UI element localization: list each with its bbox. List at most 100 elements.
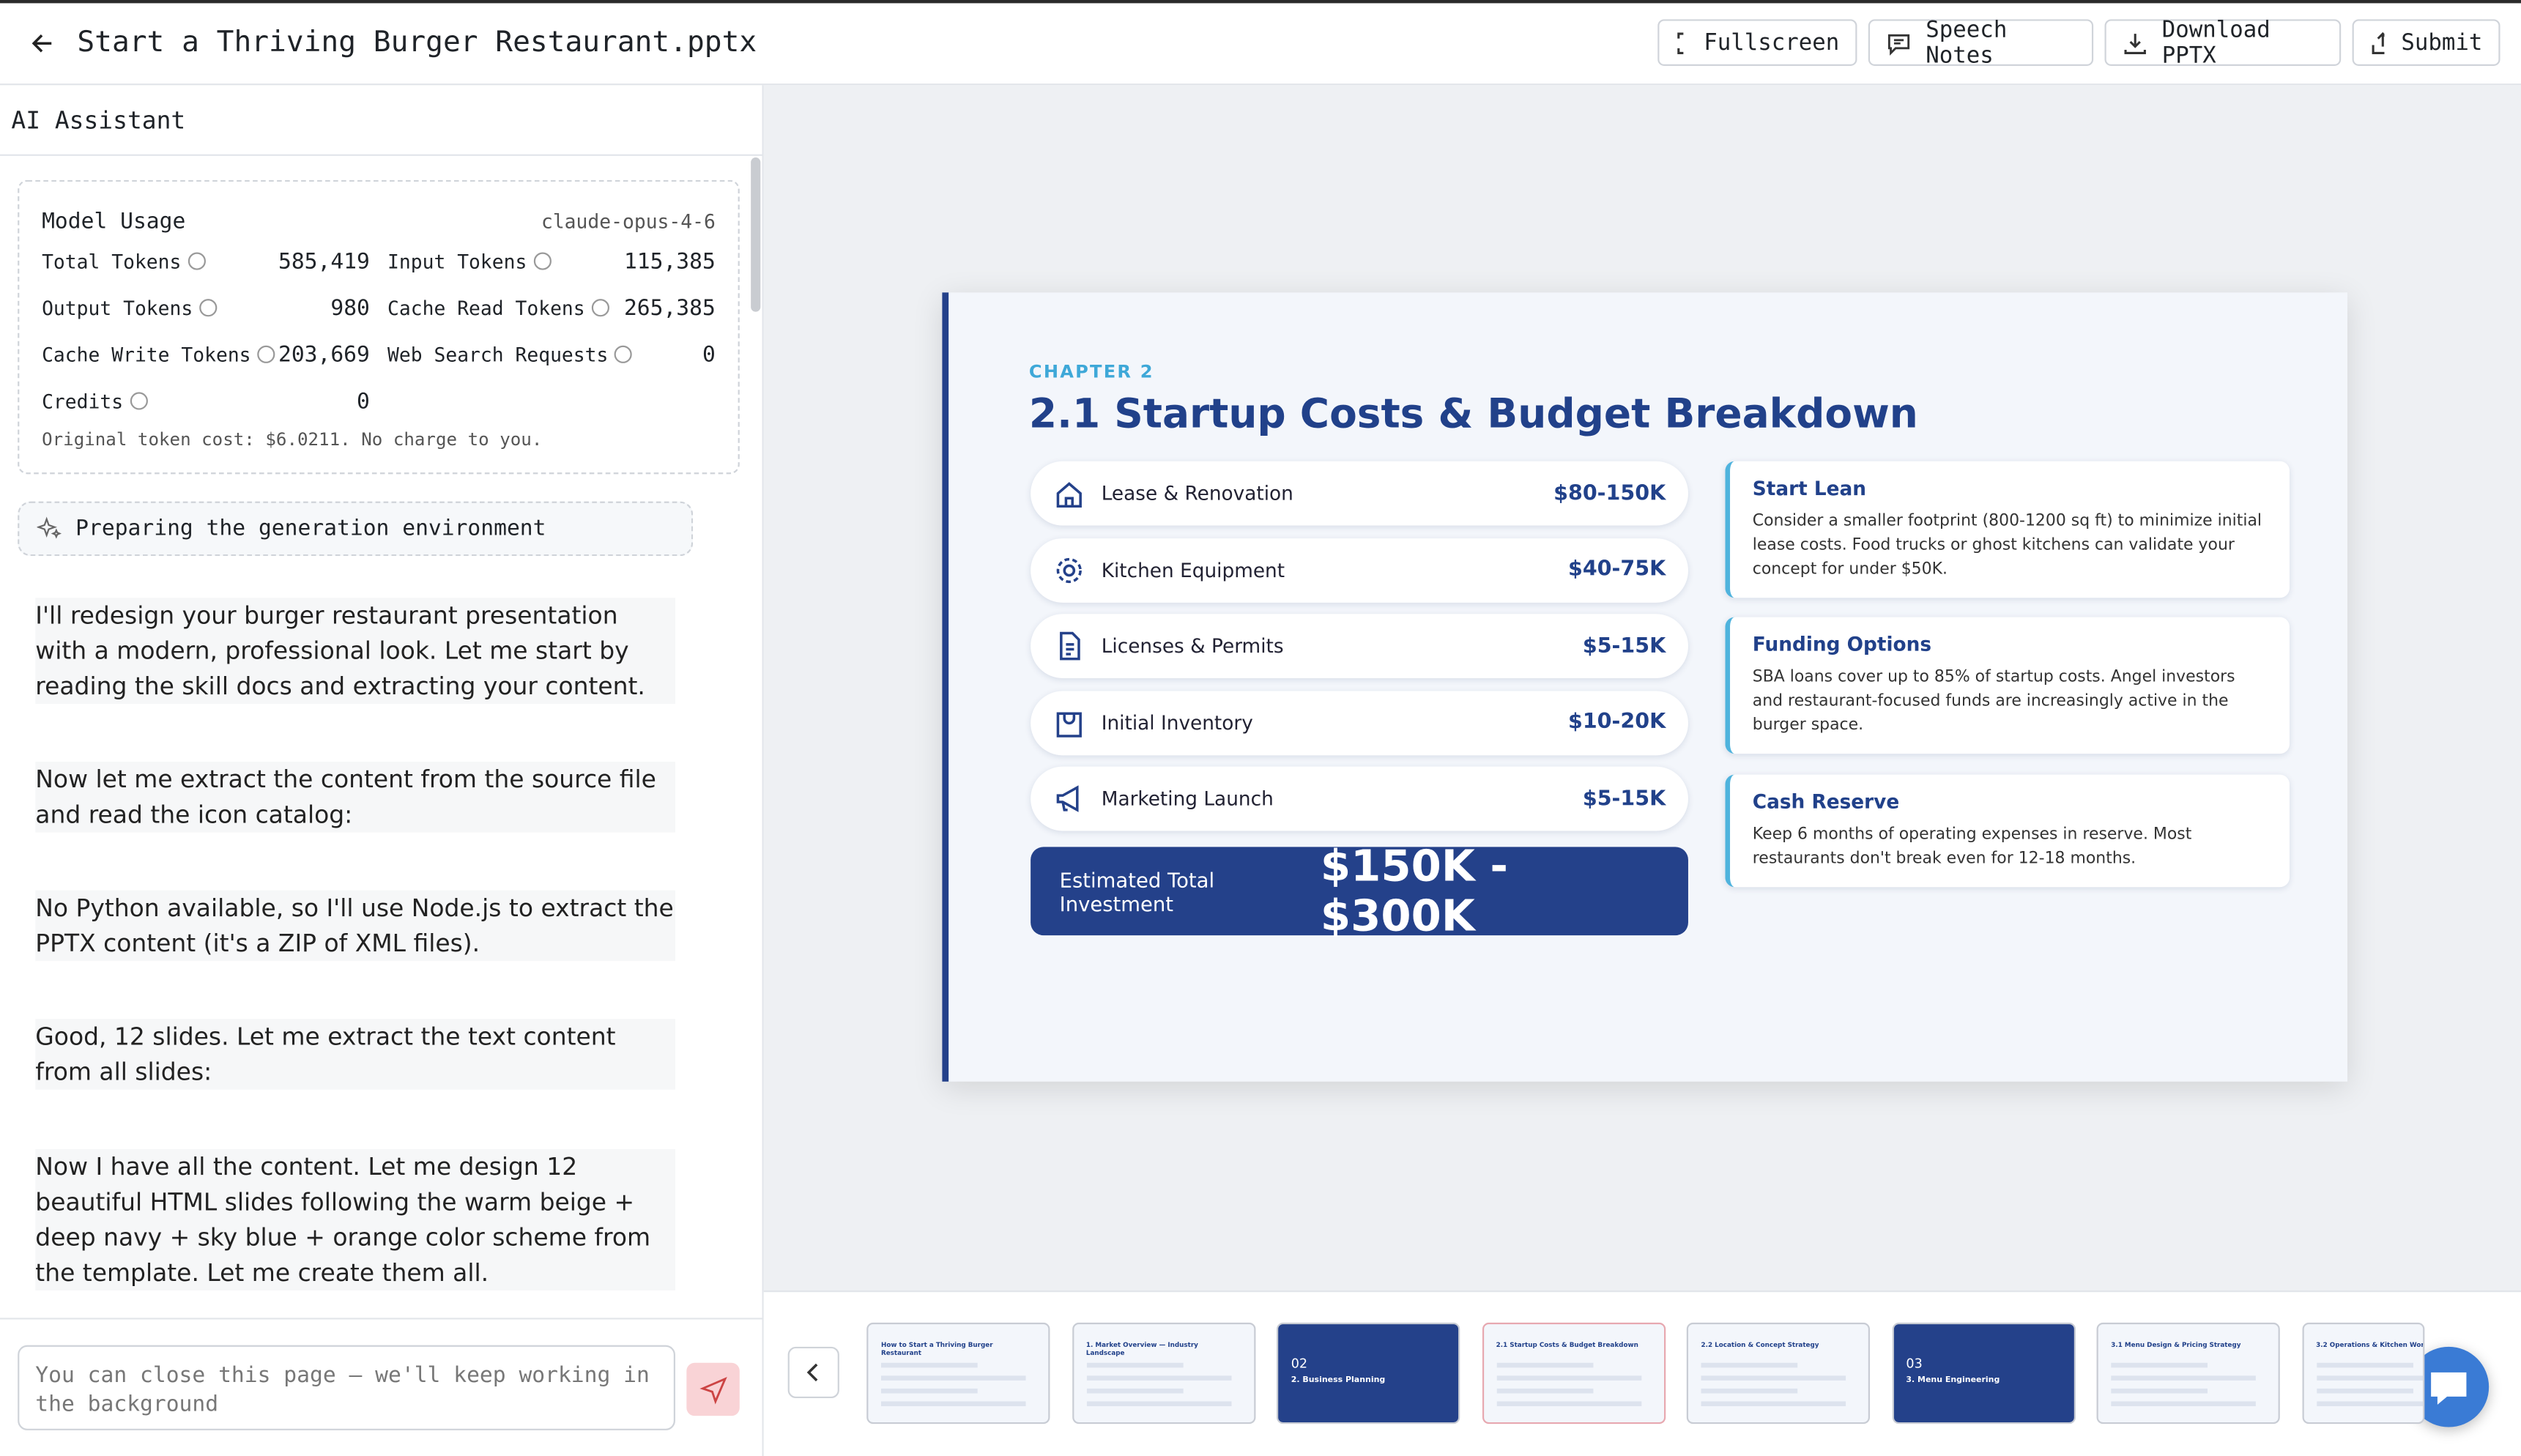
- slide-thumbnail[interactable]: How to Start a Thriving Burger Restauran…: [866, 1322, 1050, 1425]
- slide-thumbnail[interactable]: 1. Market Overview — Industry Landscape: [1072, 1322, 1255, 1425]
- usage-value: 115,385: [623, 249, 716, 275]
- cost-label: Marketing Launch: [1101, 787, 1274, 810]
- thumb-title: 2.1 Startup Costs & Budget Breakdown: [1496, 1340, 1638, 1349]
- total-box: Estimated Total Investment $150K - $300K: [1031, 842, 1688, 941]
- status-text: Preparing the generation environment: [75, 516, 546, 542]
- send-button[interactable]: [686, 1362, 740, 1416]
- thumb-title: 3.2 Operations & Kitchen Workflow: [2316, 1340, 2424, 1349]
- thumb-line: [2111, 1401, 2256, 1407]
- cost-amount: $10-20K: [1567, 710, 1666, 735]
- slide-thumbnail[interactable]: 02 2. Business Planning: [1276, 1322, 1460, 1425]
- info-icon: [188, 252, 206, 270]
- thumb-number: 03: [1906, 1356, 1923, 1371]
- slide-thumbnail[interactable]: 3.1 Menu Design & Pricing Strategy: [2096, 1322, 2280, 1425]
- cost-icon: [1060, 631, 1080, 661]
- thumb-line: [2316, 1388, 2413, 1394]
- prev-button[interactable]: [787, 1346, 839, 1399]
- cost-row: Marketing Launch $5-15K: [1031, 766, 1688, 831]
- cost-amount: $5-15K: [1582, 634, 1666, 658]
- header-button[interactable]: Submit: [2352, 19, 2500, 66]
- cost-icon: [1056, 711, 1082, 737]
- chat-message: I'll redesign your burger restaurant pre…: [35, 598, 675, 705]
- thumb-line: [1085, 1401, 1231, 1407]
- top-edge: [0, 0, 2521, 4]
- slide-thumbnail[interactable]: 3.2 Operations & Kitchen Workflow: [2301, 1322, 2425, 1425]
- slide-thumbnail[interactable]: 2.2 Location & Concept Strategy: [1686, 1322, 1871, 1425]
- sparkle-icon: [37, 516, 62, 539]
- thumb-line: [1701, 1388, 1798, 1394]
- thumb-line: [1085, 1362, 1183, 1368]
- button-label: Download PPTX: [2161, 17, 2271, 69]
- model-name: claude-opus-4-6: [541, 210, 716, 234]
- cost-row: Initial Inventory $10-20K: [1031, 690, 1688, 755]
- button-label: Submit: [2401, 29, 2483, 56]
- usage-label: Web Search Requests: [387, 344, 633, 366]
- thumb-number: 02: [1291, 1356, 1308, 1371]
- header-border: [0, 83, 2521, 86]
- cost-label: Licenses & Permits: [1101, 634, 1284, 658]
- tip-card: Start Lean Consider a smaller footprint (…: [1725, 461, 2290, 598]
- thumb-line: [880, 1375, 1026, 1381]
- info-icon: [199, 299, 218, 317]
- thumb-title: How to Start a Thriving Burger Restauran…: [880, 1340, 993, 1356]
- info-icon: [615, 345, 633, 363]
- back-button[interactable]: [29, 31, 55, 56]
- thumb-line: [2316, 1362, 2413, 1368]
- thumb-title: 3.1 Menu Design & Pricing Strategy: [2111, 1340, 2241, 1349]
- usage-label: Input Tokens: [387, 250, 552, 273]
- scrollbar: [751, 157, 761, 312]
- usage-card: Model Usage claude-opus-4-6 Original tok…: [18, 179, 740, 475]
- thumb-title: 3. Menu Engineering: [1906, 1375, 2000, 1386]
- chat-message: Now let me extract the content from the …: [35, 762, 675, 833]
- chat-input[interactable]: You can close this page — we'll keep wor…: [18, 1345, 675, 1430]
- usage-label: Cache Read Tokens: [387, 297, 609, 320]
- button-icon: [1677, 31, 1684, 53]
- sidebar-title: AI Assistant: [11, 105, 186, 135]
- button-icon: [2372, 31, 2386, 53]
- thumb-line: [1701, 1375, 1846, 1381]
- divider: [0, 1318, 762, 1320]
- cost-amount: $80-150K: [1553, 481, 1666, 506]
- info-icon: [533, 252, 552, 270]
- thumb-line: [1496, 1362, 1593, 1368]
- usage-value: 585,419: [278, 249, 370, 275]
- tip-body: Keep 6 months of operating expenses in r…: [1752, 825, 2192, 868]
- thumb-title: 1. Market Overview — Industry Landscape: [1085, 1340, 1198, 1356]
- button-icon: [2124, 32, 2146, 53]
- thumb-line: [880, 1388, 978, 1394]
- usage-label: Output Tokens: [42, 297, 218, 320]
- header-button[interactable]: Speech Notes: [1868, 17, 2094, 68]
- sidebar: AI Assistant Model Usage claude-opus-4-6…: [0, 85, 764, 1456]
- thumb-line: [1701, 1362, 1798, 1368]
- header-button[interactable]: Fullscreen: [1657, 19, 1857, 66]
- status-chip: Preparing the generation environment: [18, 501, 694, 557]
- usage-value: 265,385: [623, 295, 716, 322]
- thumb-line: [1496, 1401, 1641, 1407]
- thumb-line: [880, 1362, 978, 1368]
- total-value: $150K - $300K: [1320, 841, 1509, 941]
- usage-value: 0: [357, 389, 370, 415]
- slide-thumbnail[interactable]: 2.1 Startup Costs & Budget Breakdown: [1481, 1322, 1666, 1425]
- button-label: Fullscreen: [1704, 29, 1840, 56]
- header-button[interactable]: Download PPTX: [2104, 17, 2342, 69]
- usage-value: 203,669: [278, 342, 370, 368]
- info-icon: [591, 299, 609, 317]
- chat-message: Now I have all the content. Let me desig…: [35, 1148, 675, 1291]
- tip-title: Start Lean: [1752, 477, 1867, 500]
- cost-label: Initial Inventory: [1101, 710, 1253, 734]
- info-icon: [129, 392, 148, 410]
- button-icon: [1887, 33, 1910, 55]
- divider: [0, 154, 762, 156]
- cost-label: Kitchen Equipment: [1101, 558, 1285, 582]
- slide-title: 2.1 Startup Costs & Budget Breakdown: [1028, 390, 1918, 437]
- tip-body: SBA loans cover up to 85% of startup cos…: [1752, 668, 2235, 735]
- slide-thumbnail[interactable]: 03 3. Menu Engineering: [1891, 1322, 2075, 1425]
- info-icon: [257, 345, 275, 363]
- usage-value: 0: [702, 342, 716, 368]
- usage-note: Original token cost: $6.0211. No charge …: [42, 428, 543, 450]
- thumb-line: [2316, 1375, 2424, 1381]
- cost-icon: [1056, 785, 1079, 812]
- cost-amount: $5-15K: [1582, 787, 1666, 811]
- cost-icon: [1056, 482, 1082, 508]
